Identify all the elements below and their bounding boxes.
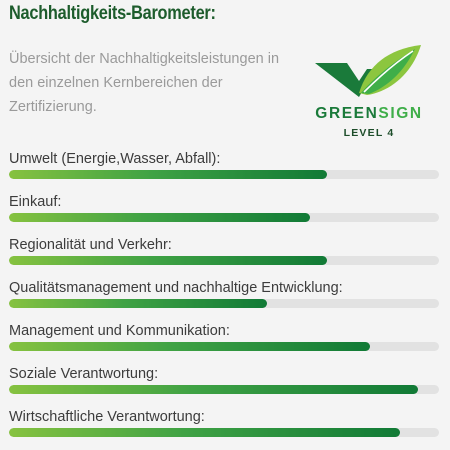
metric-label: Soziale Verantwortung: xyxy=(9,366,159,382)
logo-level: LEVEL 4 xyxy=(343,127,395,139)
metric-label: Wirtschaftliche Verantwortung: xyxy=(9,409,205,425)
progress-fill xyxy=(9,213,310,222)
metric-row: Einkauf: xyxy=(9,193,440,236)
page-title: Nachhaltigkeits-Barometer: xyxy=(9,3,216,24)
progress-track xyxy=(9,428,439,437)
logo-word-green: GREEN xyxy=(315,105,379,122)
progress-fill xyxy=(9,299,267,308)
metric-label: Einkauf: xyxy=(9,194,62,210)
progress-track xyxy=(9,385,439,394)
intro-text: Übersicht der Nachhaltigkeitsleistungen … xyxy=(9,51,280,115)
metric-row: Wirtschaftliche Verantwortung: xyxy=(9,408,440,450)
progress-fill xyxy=(9,342,371,351)
metric-row: Qualitätsmanagement und nachhaltige Entw… xyxy=(9,279,440,322)
check-leaf-icon xyxy=(315,45,421,97)
progress-fill xyxy=(9,170,328,179)
progress-track xyxy=(9,256,439,265)
metric-label: Qualitätsmanagement und nachhaltige Entw… xyxy=(9,280,343,296)
progress-fill xyxy=(9,385,418,394)
progress-fill xyxy=(9,428,401,437)
metric-label: Regionalität und Verkehr: xyxy=(9,237,172,253)
progress-track xyxy=(9,213,439,222)
metric-label: Umwelt (Energie,Wasser, Abfall): xyxy=(9,151,221,167)
progress-track xyxy=(9,299,439,308)
metric-row: Regionalität und Verkehr: xyxy=(9,236,440,279)
metric-row: Management und Kommunikation: xyxy=(9,322,440,365)
progress-fill xyxy=(9,256,328,265)
logo-wordmark: GREENSIGN xyxy=(309,105,429,123)
metric-row: Umwelt (Energie,Wasser, Abfall): xyxy=(9,150,440,193)
progress-track xyxy=(9,170,439,179)
intro-section: Übersicht der Nachhaltigkeitsleistungen … xyxy=(9,27,440,145)
greensign-logo: GREENSIGN LEVEL 4 xyxy=(309,41,429,145)
logo-word-sign: SIGN xyxy=(378,105,423,122)
metric-row: Soziale Verantwortung: xyxy=(9,365,440,408)
metric-label: Management und Kommunikation: xyxy=(9,323,230,339)
metrics-list: Umwelt (Energie,Wasser, Abfall): Einkauf:… xyxy=(9,150,440,450)
progress-track xyxy=(9,342,439,351)
